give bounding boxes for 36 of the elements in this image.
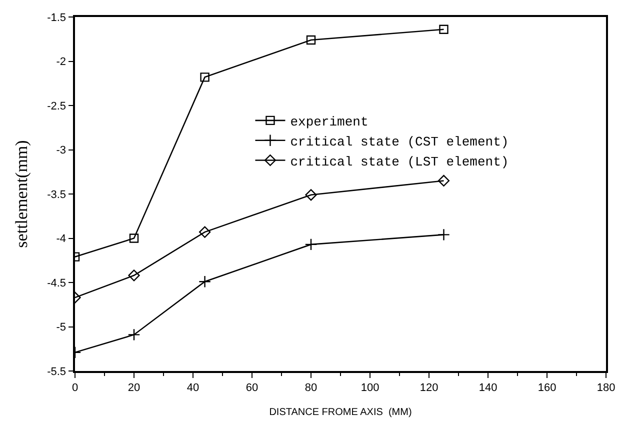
point [128, 328, 140, 341]
legend-label: critical state (CST element) [290, 134, 509, 150]
y-axis-title: settlement(mm) [12, 140, 32, 248]
x-tick-label: 80 [304, 382, 318, 394]
point [200, 72, 210, 82]
point [304, 238, 318, 251]
x-tick-label: 160 [538, 382, 556, 394]
point [199, 226, 211, 238]
y-tick-label: -5 [56, 322, 66, 334]
legend-label: experiment [290, 114, 368, 130]
x-tick-label: 20 [128, 382, 140, 394]
point [439, 24, 448, 34]
x-tick-label: 60 [246, 382, 258, 394]
point [305, 189, 317, 201]
y-tick-label: -2.5 [47, 100, 66, 112]
x-tick-label: 40 [186, 382, 200, 394]
point [128, 270, 140, 282]
x-axis-title: DISTANCE FROME AXIS (MM) [269, 406, 412, 418]
legend-label: critical state (LST element) [290, 154, 509, 170]
y-tick-label: -4.5 [47, 277, 66, 290]
x-tick-label: 100 [360, 382, 380, 394]
point [129, 234, 139, 243]
y-tick-label: -2 [56, 56, 66, 68]
x-tick-label: 180 [596, 382, 616, 394]
y-tick-label: -1.5 [47, 12, 66, 24]
x-tick-label: 0 [72, 382, 78, 394]
x-tick-label: 140 [478, 382, 498, 394]
point [438, 228, 450, 241]
x-tick-label: 120 [420, 382, 438, 394]
y-tick-label: -5.5 [47, 366, 66, 378]
point [306, 35, 316, 45]
y-tick-label: -3 [56, 144, 66, 157]
point [438, 174, 450, 187]
y-tick-label: -4 [56, 233, 66, 246]
point [198, 275, 211, 288]
y-tick-label: -3.5 [47, 188, 66, 201]
